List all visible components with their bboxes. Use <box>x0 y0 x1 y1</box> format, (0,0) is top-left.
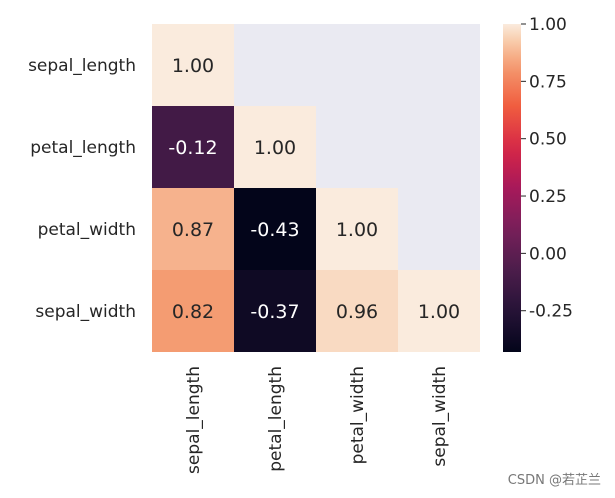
watermark: CSDN @若芷兰 <box>507 473 601 488</box>
cell-r0-c0 <box>152 24 234 106</box>
y-tick-label-1: petal_length <box>30 138 136 158</box>
x-tick-label-3: sepal_width <box>430 366 450 467</box>
cell-label-r2-c0: 0.87 <box>172 219 214 241</box>
colorbar-tick-label-3: 0.25 <box>529 187 567 207</box>
colorbar-tick-label-1: 0.75 <box>529 72 567 92</box>
colorbar <box>503 24 521 352</box>
x-tick-label-2: petal_width <box>348 366 368 464</box>
colorbar-tick-label-4: 0.00 <box>529 244 567 264</box>
colorbar-tick-label-2: 0.50 <box>529 130 567 150</box>
cell-label-r1-c1: 1.00 <box>254 137 296 159</box>
x-tick-label-0: sepal_length <box>184 366 204 474</box>
colorbar-tick-label-5: -0.25 <box>529 302 573 322</box>
cell-label-r3-c1: -0.37 <box>250 301 299 323</box>
cell-label-r3-c2: 0.96 <box>336 301 378 323</box>
y-tick-label-2: petal_width <box>38 220 136 240</box>
cell-label-r3-c0: 0.82 <box>172 301 214 323</box>
cell-r2-c2 <box>316 188 398 270</box>
cell-r3-c1 <box>234 270 316 352</box>
cell-r3-c0 <box>152 270 234 352</box>
y-tick-label-0: sepal_length <box>28 56 136 76</box>
cell-label-r2-c1: -0.43 <box>250 219 299 241</box>
x-tick-label-1: petal_length <box>266 366 286 472</box>
y-tick-label-3: sepal_width <box>35 302 136 322</box>
cell-label-r0-c0: 1.00 <box>172 55 214 77</box>
cell-r2-c0 <box>152 188 234 270</box>
cell-r2-c1 <box>234 188 316 270</box>
cell-label-r1-c0: -0.12 <box>168 137 217 159</box>
cell-r3-c3 <box>398 270 480 352</box>
cell-label-r3-c3: 1.00 <box>418 301 460 323</box>
cell-r3-c2 <box>316 270 398 352</box>
colorbar-tick-label-0: 1.00 <box>529 15 567 35</box>
cell-r1-c1 <box>234 106 316 188</box>
cell-label-r2-c2: 1.00 <box>336 219 378 241</box>
cell-r1-c0 <box>152 106 234 188</box>
